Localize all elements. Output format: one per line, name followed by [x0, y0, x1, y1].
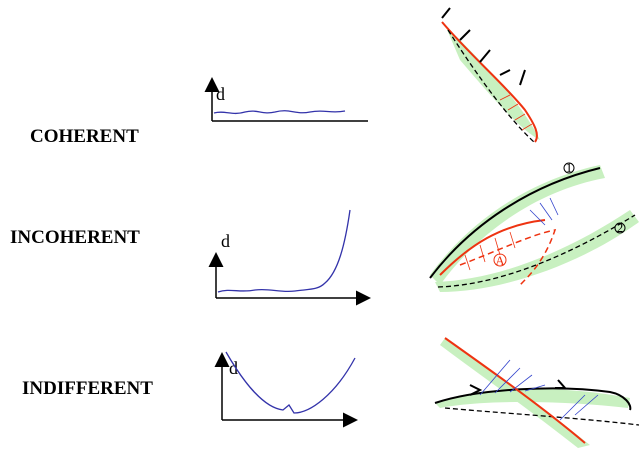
plot: d: [214, 351, 358, 428]
axis-label: d: [216, 84, 225, 104]
sketch: 1 2 A: [429, 160, 639, 292]
plot: d: [208, 209, 371, 306]
marker: 1: [566, 160, 573, 175]
row-label: COHERENT: [30, 126, 139, 147]
sketch: [434, 337, 639, 448]
plot: d: [204, 77, 368, 122]
axis-label: d: [229, 358, 238, 378]
row-label: INCOHERENT: [10, 227, 140, 248]
sketch: [441, 7, 540, 144]
marker: A: [495, 253, 505, 268]
row-label: INDIFFERENT: [22, 378, 153, 399]
marker: 2: [617, 220, 624, 235]
axis-label: d: [221, 231, 230, 251]
